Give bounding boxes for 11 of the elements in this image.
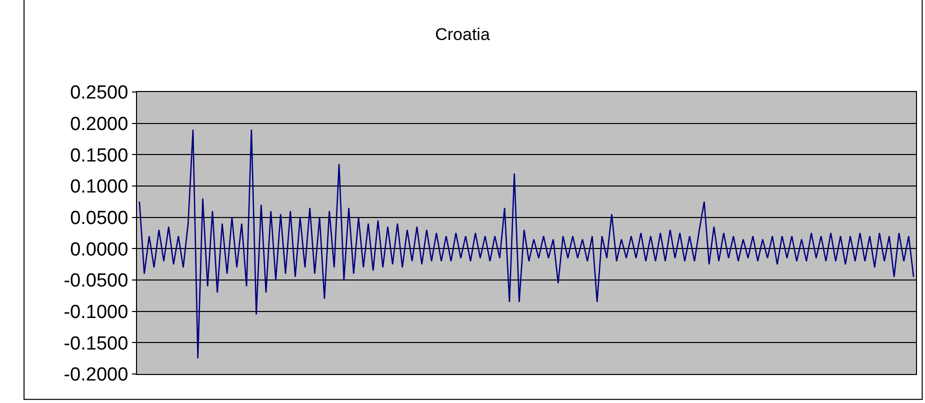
y-tick-label: -0.2000 — [64, 364, 128, 386]
y-tick-label: 0.1500 — [70, 145, 128, 166]
y-tick-label: 0.2500 — [70, 82, 128, 104]
y-tick-label: -0.1500 — [64, 333, 128, 354]
y-tick-label: 0.1000 — [70, 176, 128, 198]
y-tick-label: 0.2000 — [70, 114, 128, 135]
y-tick-label: -0.0500 — [64, 270, 128, 292]
chart-title: Croatia — [435, 25, 490, 44]
y-tick-label: 0.0000 — [70, 239, 128, 260]
y-tick-label: -0.1000 — [64, 302, 128, 323]
y-tick-label: 0.0500 — [70, 208, 128, 229]
